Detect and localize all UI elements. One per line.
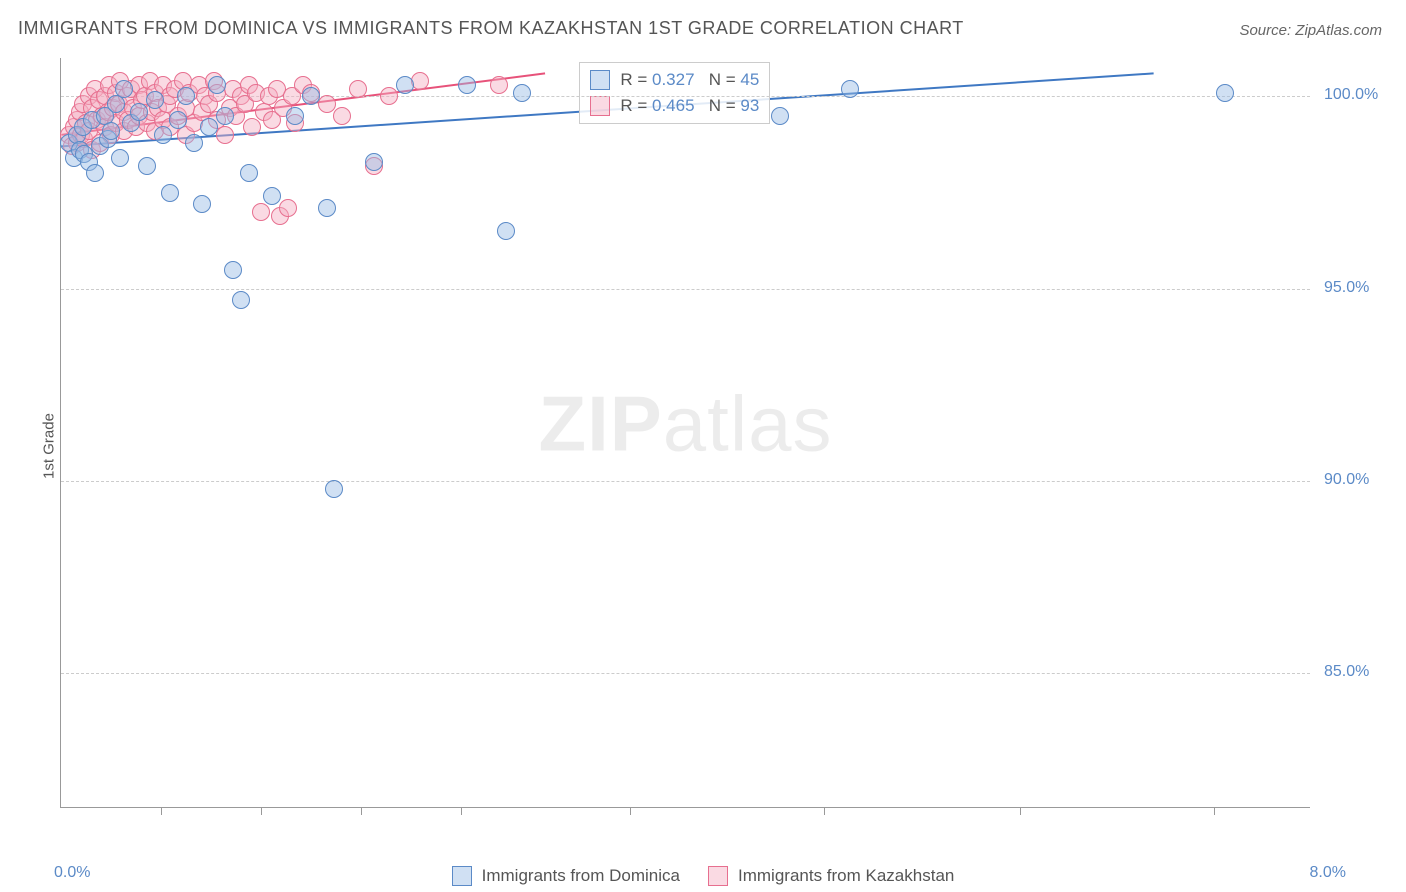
data-point-dominica bbox=[365, 153, 383, 171]
stats-legend-swatch bbox=[590, 70, 610, 90]
data-point-dominica bbox=[263, 187, 281, 205]
data-point-dominica bbox=[232, 291, 250, 309]
legend-swatch-dominica bbox=[452, 866, 472, 886]
data-point-dominica bbox=[130, 103, 148, 121]
data-point-kazakhstan bbox=[349, 80, 367, 98]
x-tick bbox=[461, 807, 462, 815]
data-point-dominica bbox=[185, 134, 203, 152]
data-point-dominica bbox=[286, 107, 304, 125]
data-point-dominica bbox=[107, 95, 125, 113]
data-point-dominica bbox=[154, 126, 172, 144]
x-tick bbox=[1214, 807, 1215, 815]
gridline bbox=[61, 673, 1310, 674]
x-tick bbox=[630, 807, 631, 815]
data-point-kazakhstan bbox=[252, 203, 270, 221]
data-point-kazakhstan bbox=[380, 87, 398, 105]
data-point-dominica bbox=[318, 199, 336, 217]
data-point-dominica bbox=[841, 80, 859, 98]
data-point-dominica bbox=[302, 87, 320, 105]
data-point-kazakhstan bbox=[318, 95, 336, 113]
stats-legend-text: R = 0.327 N = 45 bbox=[620, 70, 759, 90]
data-point-dominica bbox=[177, 87, 195, 105]
stats-legend-swatch bbox=[590, 96, 610, 116]
stats-legend-text: R = 0.465 N = 93 bbox=[620, 96, 759, 116]
data-point-kazakhstan bbox=[490, 76, 508, 94]
data-point-dominica bbox=[1216, 84, 1234, 102]
plot-area: ZIPatlas R = 0.327 N = 45 R = 0.465 N = 9… bbox=[60, 58, 1310, 808]
x-tick bbox=[161, 807, 162, 815]
x-tick bbox=[1020, 807, 1021, 815]
data-point-dominica bbox=[115, 80, 133, 98]
data-point-dominica bbox=[497, 222, 515, 240]
legend-item-kazakhstan: Immigrants from Kazakhstan bbox=[708, 866, 954, 886]
watermark-light: atlas bbox=[663, 379, 833, 467]
data-point-kazakhstan bbox=[216, 126, 234, 144]
data-point-dominica bbox=[138, 157, 156, 175]
legend-label-dominica: Immigrants from Dominica bbox=[482, 866, 680, 886]
watermark-bold: ZIP bbox=[538, 379, 662, 467]
x-tick bbox=[824, 807, 825, 815]
legend-label-kazakhstan: Immigrants from Kazakhstan bbox=[738, 866, 954, 886]
legend-swatch-kazakhstan bbox=[708, 866, 728, 886]
stats-legend: R = 0.327 N = 45 R = 0.465 N = 93 bbox=[579, 62, 770, 124]
data-point-dominica bbox=[161, 184, 179, 202]
data-point-dominica bbox=[102, 122, 120, 140]
gridline bbox=[61, 481, 1310, 482]
data-point-kazakhstan bbox=[411, 72, 429, 90]
x-tick bbox=[261, 807, 262, 815]
gridline bbox=[61, 289, 1310, 290]
data-point-dominica bbox=[325, 480, 343, 498]
data-point-dominica bbox=[224, 261, 242, 279]
data-point-kazakhstan bbox=[333, 107, 351, 125]
y-axis-label: 1st Grade bbox=[40, 413, 57, 479]
y-tick-label: 95.0% bbox=[1324, 279, 1369, 297]
y-tick-label: 90.0% bbox=[1324, 471, 1369, 489]
source-attribution: Source: ZipAtlas.com bbox=[1239, 22, 1382, 39]
x-tick bbox=[361, 807, 362, 815]
data-point-dominica bbox=[216, 107, 234, 125]
stats-legend-row: R = 0.327 N = 45 bbox=[580, 67, 769, 93]
data-point-dominica bbox=[513, 84, 531, 102]
data-point-kazakhstan bbox=[279, 199, 297, 217]
data-point-dominica bbox=[111, 149, 129, 167]
data-point-dominica bbox=[146, 91, 164, 109]
data-point-dominica bbox=[86, 164, 104, 182]
data-point-dominica bbox=[193, 195, 211, 213]
y-tick-label: 100.0% bbox=[1324, 86, 1378, 104]
data-point-dominica bbox=[200, 118, 218, 136]
data-point-dominica bbox=[208, 76, 226, 94]
watermark: ZIPatlas bbox=[538, 378, 832, 469]
data-point-dominica bbox=[240, 164, 258, 182]
data-point-dominica bbox=[169, 111, 187, 129]
series-legend: Immigrants from Dominica Immigrants from… bbox=[0, 866, 1406, 886]
data-point-kazakhstan bbox=[243, 118, 261, 136]
chart-title: IMMIGRANTS FROM DOMINICA VS IMMIGRANTS F… bbox=[18, 18, 964, 39]
y-tick-label: 85.0% bbox=[1324, 663, 1369, 681]
legend-item-dominica: Immigrants from Dominica bbox=[452, 866, 680, 886]
data-point-dominica bbox=[458, 76, 476, 94]
data-point-dominica bbox=[771, 107, 789, 125]
data-point-dominica bbox=[396, 76, 414, 94]
